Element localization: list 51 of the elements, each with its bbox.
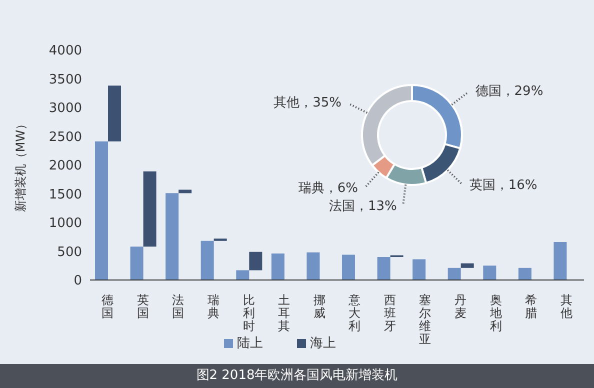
bar xyxy=(377,257,390,280)
bar xyxy=(236,270,250,280)
y-tick-label: 2000 xyxy=(48,158,82,174)
x-tick-label: 英国 xyxy=(136,293,149,320)
slice-label: 法国，13% xyxy=(328,198,397,214)
bar xyxy=(178,190,192,194)
bar xyxy=(483,266,496,280)
bar xyxy=(460,263,474,268)
y-tick-label: 3000 xyxy=(48,101,82,116)
y-tick-label: 3500 xyxy=(48,72,82,88)
bar xyxy=(249,252,262,270)
y-tick-label: 1000 xyxy=(48,216,82,232)
x-tick-label: 西班牙 xyxy=(384,293,396,333)
x-tick-label: 比利时 xyxy=(242,293,255,333)
x-tick-label: 塞尔维亚 xyxy=(419,293,432,346)
text: 图2 2018年欧洲各国风电新增装机 xyxy=(0,364,594,388)
bar xyxy=(518,268,532,280)
slice-label: 其他，35% xyxy=(274,96,342,111)
x-tick-label: 法国 xyxy=(172,293,184,320)
bar xyxy=(130,246,144,280)
bar xyxy=(271,254,284,280)
y-tick-label: 4000 xyxy=(48,44,82,59)
bar xyxy=(95,141,108,280)
slice-label: 德国，29% xyxy=(475,84,544,99)
x-tick-label: 奥地利 xyxy=(488,293,502,333)
y-axis-title: 新增装机（MW） xyxy=(13,118,28,212)
slice-label: 英国，16% xyxy=(469,178,538,194)
bar xyxy=(554,242,567,280)
y-tick-label: 2500 xyxy=(48,130,82,145)
x-tick-label: 挪威 xyxy=(313,293,326,320)
x-tick-label: 丹麦 xyxy=(454,293,466,320)
bar xyxy=(200,240,214,280)
x-tick-label: 土耳其 xyxy=(278,293,290,333)
bar xyxy=(166,193,179,280)
bar xyxy=(448,268,461,280)
x-tick-label: 希腊 xyxy=(525,293,538,320)
y-tick-label: 1500 xyxy=(48,187,82,202)
bar xyxy=(108,86,121,142)
y-tick-label: 500 xyxy=(57,244,82,260)
bar xyxy=(412,259,426,280)
x-tick-label: 瑞典 xyxy=(208,293,220,320)
x-tick-label: 意大利 xyxy=(348,293,361,333)
legend-label: 陆上 xyxy=(237,336,263,351)
slice-label: 瑞典，6% xyxy=(298,181,358,196)
bar xyxy=(143,171,156,247)
x-tick-label: 德国 xyxy=(102,293,114,320)
x-tick-label: 其他 xyxy=(560,293,572,320)
bar xyxy=(306,252,320,280)
y-tick-label: 0 xyxy=(74,274,82,289)
legend-label: 海上 xyxy=(310,336,336,351)
bar xyxy=(342,254,355,280)
